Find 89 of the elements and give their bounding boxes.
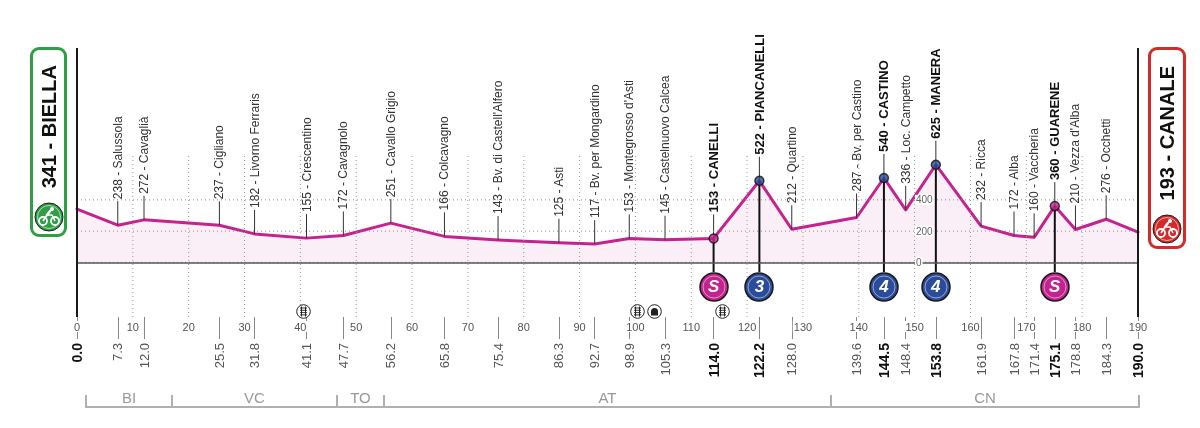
- x2-tick-label: 31.8: [247, 343, 263, 369]
- x-tick-label: 30: [238, 320, 251, 333]
- data-label: 125 - Asti: [551, 166, 566, 217]
- data-label: 166 - Colcavagno: [437, 116, 452, 211]
- data-label: 287 - Bv. per Castino: [849, 79, 864, 192]
- x2-tick-label: 184.3: [1098, 343, 1114, 376]
- data-label: 182 - Livorno Ferraris: [247, 93, 262, 208]
- data-label: 522 - PIANCANELLI: [751, 34, 767, 155]
- x-tick-label: 0: [73, 320, 81, 333]
- x-tick-label: 160: [961, 320, 980, 333]
- x-tick-label: 140: [849, 320, 868, 333]
- x2-tick-label: 75.4: [490, 343, 506, 369]
- annotation: 3: [753, 277, 766, 297]
- x2-tick-label: 139.6: [849, 343, 865, 376]
- data-label: 625 - MANERA: [928, 47, 944, 139]
- x-tick-label: 110: [682, 320, 701, 333]
- data-label: 251 - Cavallo Grigio: [383, 90, 398, 198]
- y-tick-label: 200: [916, 225, 934, 237]
- annotation: 4: [930, 277, 942, 297]
- x-tick-label: 180: [1072, 320, 1092, 333]
- data-label: 155 - Crescentino: [299, 117, 314, 213]
- data-label: 160 - Vaccheria: [1027, 127, 1042, 212]
- data-label: 336 - Loc. Campetto: [898, 74, 913, 184]
- x2-tick-label: 190.0: [1130, 342, 1146, 379]
- text: TO: [350, 389, 371, 407]
- x-tick-label: 50: [350, 320, 363, 333]
- data-label: 172 - Cavagnolo: [336, 121, 351, 210]
- x2-tick-label: 86.3: [551, 343, 567, 369]
- text: CN: [974, 389, 996, 407]
- text: VC: [244, 389, 265, 407]
- x2-tick-label: 12.0: [136, 343, 152, 369]
- data-label: 238 - Salussola: [110, 116, 125, 200]
- data-label: 153 - Montegrosso d'Asti: [622, 80, 637, 213]
- x2-tick-label: 114.0: [705, 342, 722, 378]
- data-label: 145 - Castelnuovo Calcea: [658, 75, 673, 214]
- x-tick-label: 130: [793, 320, 813, 333]
- annotation: S: [1048, 277, 1062, 297]
- x2-tick-label: 98.9: [621, 343, 637, 369]
- data-label: 341 - BIELLA: [37, 65, 60, 189]
- x-tick-label: 10: [126, 320, 139, 333]
- x-tick-label: 150: [905, 320, 924, 333]
- x2-tick-label: 105.3: [657, 343, 673, 376]
- y-tick-label: 400: [916, 194, 934, 206]
- x-tick-label: 90: [573, 320, 586, 333]
- x-tick-label: 60: [405, 320, 419, 333]
- x-tick-label: 70: [461, 320, 475, 333]
- x2-tick-label: 47.7: [335, 343, 351, 369]
- x-tick-label: 80: [517, 320, 530, 333]
- data-label: 212 - Quartino: [784, 126, 799, 204]
- x2-tick-label: 128.0: [784, 343, 800, 376]
- x2-tick-label: 153.8: [927, 342, 944, 379]
- annotation: S: [706, 277, 721, 297]
- data-label: 172 - Alba: [1007, 155, 1022, 210]
- text: AT: [598, 389, 617, 407]
- x2-tick-label: 65.8: [436, 343, 452, 369]
- x2-tick-label: 167.8: [1006, 343, 1022, 376]
- data-label: 143 - Bv. di Castell'Alfero: [491, 80, 506, 214]
- x-tick-label: 40: [294, 320, 307, 333]
- data-label: 360 - GUARENE: [1047, 81, 1063, 181]
- annotation: 4: [878, 277, 890, 297]
- data-label: 237 - Cigliano: [212, 124, 227, 200]
- data-label: 276 - Occhetti: [1099, 118, 1114, 194]
- data-label: 540 - CASTINO: [876, 60, 892, 152]
- x2-tick-label: 144.5: [875, 342, 892, 379]
- x2-tick-label: 148.4: [898, 343, 914, 376]
- x2-tick-label: 25.5: [211, 343, 227, 369]
- x2-tick-label: 41.1: [299, 343, 315, 369]
- x-tick-label: 170: [1017, 320, 1036, 333]
- y-tick-label: 0: [916, 256, 922, 268]
- x2-tick-label: 161.9: [973, 343, 989, 376]
- x2-tick-label: 56.2: [383, 343, 399, 369]
- data-label: 117 - Bv. per Mongardino: [587, 84, 602, 219]
- x2-tick-label: 175.1: [1046, 342, 1063, 379]
- data-label: 272 - Cavaglià: [137, 116, 152, 194]
- x2-tick-label: 0.0: [69, 342, 85, 363]
- x2-tick-label: 171.4: [1026, 343, 1042, 376]
- x-tick-label: 190: [1128, 320, 1148, 333]
- x-tick-label: 100: [626, 320, 645, 333]
- data-label: 232 - Ricca: [974, 139, 989, 201]
- data-label: 210 - Vezza d'Alba: [1068, 103, 1083, 204]
- text: BI: [121, 389, 137, 407]
- x2-tick-label: 122.2: [751, 342, 768, 379]
- data-label: 153 - CANELLI: [706, 122, 722, 213]
- x2-tick-label: 92.7: [587, 343, 603, 369]
- x2-tick-label: 7.3: [110, 343, 126, 362]
- x2-tick-label: 178.8: [1067, 343, 1083, 376]
- data-label: 193 - CANALE: [1156, 65, 1178, 201]
- x-tick-label: 120: [737, 320, 757, 333]
- x-tick-label: 20: [182, 320, 195, 333]
